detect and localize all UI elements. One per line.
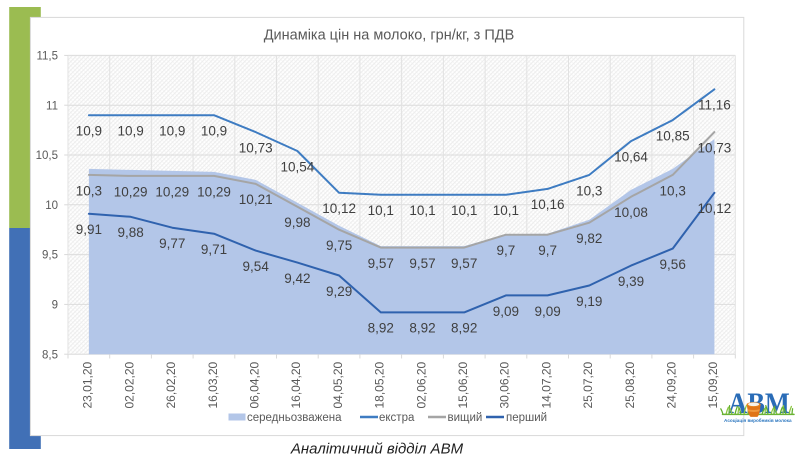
svg-text:14,07,20: 14,07,20 <box>539 361 553 408</box>
svg-text:середньозважена: середньозважена <box>247 412 342 424</box>
svg-text:екстра: екстра <box>379 412 415 424</box>
svg-text:8,92: 8,92 <box>451 321 477 336</box>
svg-text:9,54: 9,54 <box>243 259 270 274</box>
svg-text:10,1: 10,1 <box>451 203 477 218</box>
svg-text:10,08: 10,08 <box>614 205 648 220</box>
svg-text:10,3: 10,3 <box>660 183 686 198</box>
svg-text:8,92: 8,92 <box>368 321 394 336</box>
svg-text:10,29: 10,29 <box>197 184 231 199</box>
svg-text:04,05,20: 04,05,20 <box>331 361 345 408</box>
svg-text:10,21: 10,21 <box>239 192 273 207</box>
svg-text:10,1: 10,1 <box>368 203 394 218</box>
svg-text:10,1: 10,1 <box>409 203 435 218</box>
svg-text:10: 10 <box>45 200 58 212</box>
svg-text:10,16: 10,16 <box>531 197 565 212</box>
svg-text:9,29: 9,29 <box>326 284 352 299</box>
svg-text:9,71: 9,71 <box>201 242 227 257</box>
svg-text:Аналітичний відділ АВМ: Аналітичний відділ АВМ <box>290 441 464 458</box>
svg-text:9,57: 9,57 <box>451 256 477 271</box>
svg-text:9,09: 9,09 <box>493 304 519 319</box>
svg-text:24,09,20: 24,09,20 <box>665 361 679 408</box>
svg-text:9,57: 9,57 <box>409 256 435 271</box>
svg-text:10,12: 10,12 <box>322 201 356 216</box>
svg-text:10,3: 10,3 <box>76 183 102 198</box>
svg-text:9,77: 9,77 <box>159 236 185 251</box>
svg-text:11,16: 11,16 <box>698 98 731 113</box>
svg-text:11,5: 11,5 <box>36 51 58 63</box>
svg-text:06,04,20: 06,04,20 <box>248 361 262 408</box>
svg-text:9,98: 9,98 <box>284 215 310 230</box>
svg-text:9,82: 9,82 <box>576 231 602 246</box>
svg-text:9,56: 9,56 <box>660 257 686 272</box>
svg-text:9,5: 9,5 <box>42 250 58 262</box>
svg-text:10,9: 10,9 <box>117 124 143 139</box>
svg-text:10,5: 10,5 <box>36 150 58 162</box>
svg-text:8,5: 8,5 <box>42 349 58 361</box>
svg-text:15,06,20: 15,06,20 <box>456 361 470 408</box>
svg-text:10,9: 10,9 <box>201 124 227 139</box>
svg-text:16,03,20: 16,03,20 <box>206 361 220 408</box>
svg-text:8,92: 8,92 <box>409 321 435 336</box>
svg-text:25,07,20: 25,07,20 <box>581 361 595 408</box>
svg-text:9,19: 9,19 <box>576 294 602 309</box>
svg-text:18,05,20: 18,05,20 <box>373 361 387 408</box>
svg-text:9,39: 9,39 <box>618 274 644 289</box>
svg-text:вищий: вищий <box>448 412 483 424</box>
svg-text:10,9: 10,9 <box>76 124 102 139</box>
svg-text:25,08,20: 25,08,20 <box>623 361 637 408</box>
svg-text:23,01,20: 23,01,20 <box>81 361 95 408</box>
svg-text:10,3: 10,3 <box>576 183 602 198</box>
svg-text:11: 11 <box>46 100 58 112</box>
svg-text:9: 9 <box>52 300 58 312</box>
svg-text:9,88: 9,88 <box>117 225 143 240</box>
svg-text:10,64: 10,64 <box>614 149 648 164</box>
svg-text:перший: перший <box>506 412 547 424</box>
svg-text:10,73: 10,73 <box>239 141 273 156</box>
svg-text:10,54: 10,54 <box>281 159 315 174</box>
svg-text:15,09,20: 15,09,20 <box>706 361 720 408</box>
svg-text:Асоціація виробників молока: Асоціація виробників молока <box>724 418 792 423</box>
svg-text:9,57: 9,57 <box>368 256 394 271</box>
svg-text:10,12: 10,12 <box>698 201 732 216</box>
svg-text:26,02,20: 26,02,20 <box>164 361 178 408</box>
svg-text:10,9: 10,9 <box>159 124 185 139</box>
svg-text:30,06,20: 30,06,20 <box>498 361 512 408</box>
svg-text:10,29: 10,29 <box>155 184 189 199</box>
svg-text:9,09: 9,09 <box>534 304 560 319</box>
svg-text:9,7: 9,7 <box>538 243 557 258</box>
svg-text:16,04,20: 16,04,20 <box>289 361 303 408</box>
svg-text:9,7: 9,7 <box>497 243 516 258</box>
svg-text:10,73: 10,73 <box>698 141 732 156</box>
svg-text:9,42: 9,42 <box>284 271 310 286</box>
svg-text:10,85: 10,85 <box>656 129 690 144</box>
svg-text:9,75: 9,75 <box>326 238 352 253</box>
svg-text:10,1: 10,1 <box>493 203 519 218</box>
svg-text:Динаміка цін на молоко, грн/кг: Динаміка цін на молоко, грн/кг, з ПДВ <box>264 28 515 44</box>
svg-text:10,29: 10,29 <box>114 184 148 199</box>
svg-text:02,02,20: 02,02,20 <box>122 361 136 408</box>
svg-text:02,06,20: 02,06,20 <box>414 361 428 408</box>
svg-text:9,91: 9,91 <box>76 222 102 237</box>
